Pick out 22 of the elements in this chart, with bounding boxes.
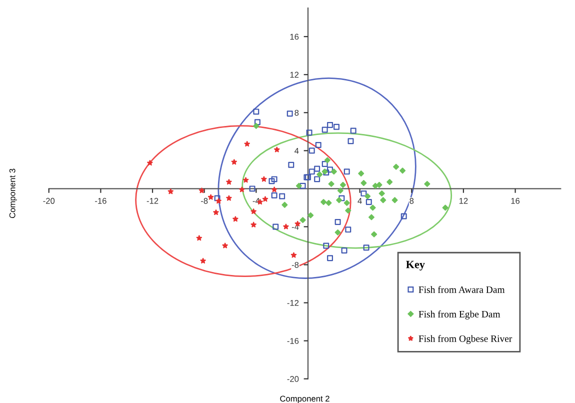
y-tick-label: -12	[287, 300, 299, 306]
y-tick-label: -20	[287, 376, 299, 382]
x-tick-label: -20	[43, 198, 55, 204]
legend-label: Fish from Ogbese River	[418, 334, 512, 344]
x-tick-label: 4	[358, 198, 362, 204]
x-tick-label: -16	[95, 198, 106, 204]
y-tick-label: -8	[292, 262, 299, 268]
y-tick-label: 4	[294, 148, 299, 154]
y-tick-label: 16	[290, 34, 299, 40]
y-axis-title: Component 3	[9, 168, 17, 218]
y-tick-label: 12	[290, 72, 299, 78]
x-tick-label: -12	[146, 198, 158, 204]
x-axis-title: Component 2	[280, 396, 330, 403]
legend-title: Key	[406, 260, 425, 271]
x-tick-label: 12	[459, 198, 468, 204]
x-tick-label: -8	[201, 198, 208, 204]
x-tick-label: 16	[511, 198, 520, 204]
legend-label: Fish from Awara Dam	[418, 286, 505, 293]
y-tick-label: 8	[294, 110, 299, 116]
x-tick-label: 8	[410, 198, 414, 204]
y-tick-label: -16	[287, 338, 299, 344]
legend-label: Fish from Egbe Dam	[418, 310, 500, 320]
